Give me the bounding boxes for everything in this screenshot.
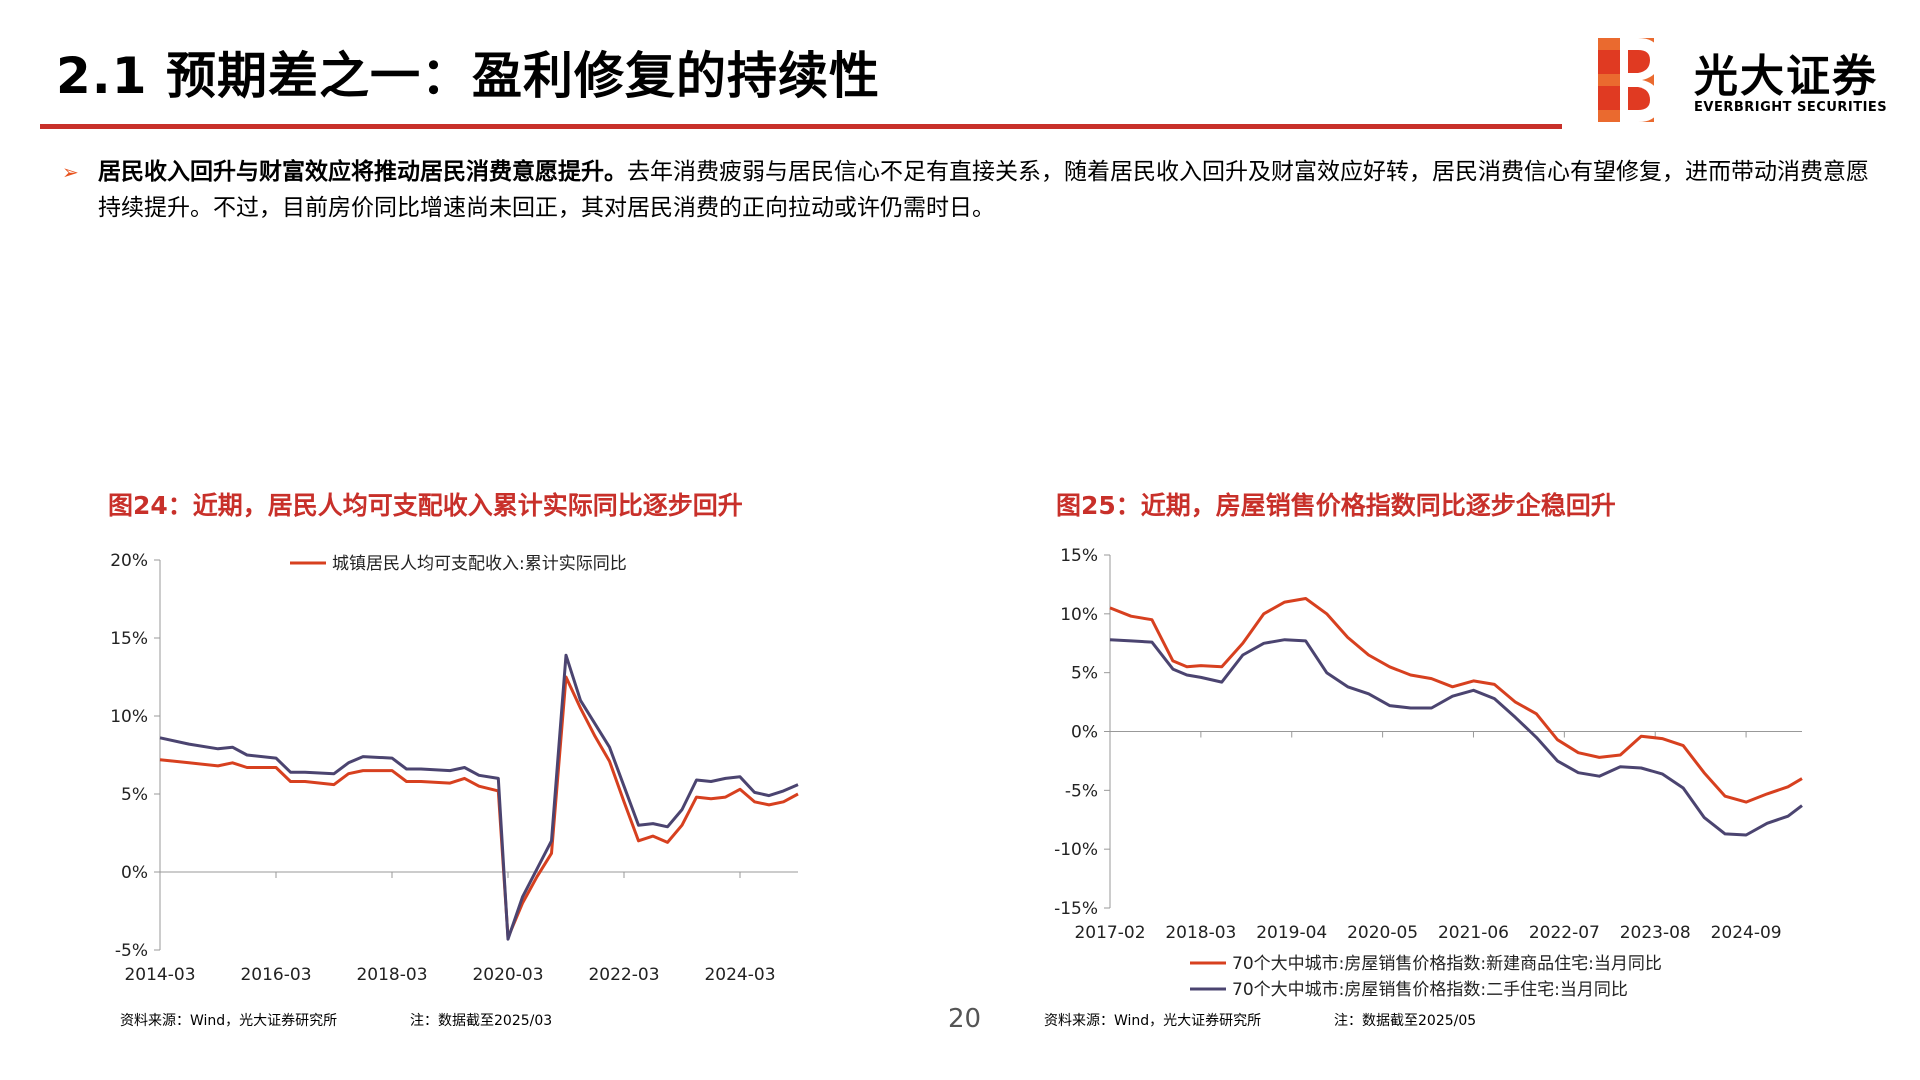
x-tick-label: 2023-08	[1620, 923, 1691, 943]
y-tick-label: -5%	[115, 941, 148, 961]
page-number: 20	[948, 1004, 982, 1034]
y-tick-label: 5%	[121, 785, 148, 805]
y-tick-label: 10%	[110, 707, 148, 727]
bullet-body: 居民收入回升与财富效应将推动居民消费意愿提升。去年消费疲弱与居民信心不足有直接关…	[98, 154, 1882, 226]
chart-2-title: 图25：近期，房屋销售价格指数同比逐步企稳回升	[1056, 491, 1616, 520]
x-tick-label: 2022-03	[588, 965, 659, 985]
series-line-2	[1109, 638, 1803, 837]
x-tick-label: 2024-09	[1711, 923, 1782, 943]
y-tick-label: 10%	[1060, 605, 1098, 625]
x-tick-label: 2017-02	[1074, 923, 1145, 943]
chart-1: 20% 15% 10% 5% 0% -5% 2014-03 2016-03 2018-03 202…	[110, 551, 799, 985]
x-tick-label: 2016-03	[240, 965, 311, 985]
legend-label-1: 70个大中城市:房屋销售价格指数:新建商品住宅:当月同比	[1232, 954, 1662, 974]
y-tick-label: -15%	[1054, 899, 1098, 919]
brand-logo: 光大证券 EVERBRIGHT SECURITIES	[1598, 36, 1898, 126]
x-tick-label: 2018-03	[1165, 923, 1236, 943]
y-tick-label: 0%	[121, 863, 148, 883]
series-line-1	[159, 675, 799, 939]
everbright-logo-icon	[1598, 38, 1660, 122]
y-tick-label: -10%	[1054, 840, 1098, 860]
y-tick-label: 15%	[1060, 546, 1098, 566]
series-line-2	[159, 653, 799, 941]
legend-label-1: 城镇居民人均可支配收入:累计实际同比	[332, 554, 627, 574]
bullet-text: 去年消费疲弱与居民信心不足有直接关系，随着居民收入回升及财富效应好转，居民消费信…	[98, 159, 1869, 221]
y-tick-label: 15%	[110, 629, 148, 649]
x-tick-label: 2021-06	[1438, 923, 1509, 943]
bullet-bold-text: 居民收入回升与财富效应将推动居民消费意愿提升。	[98, 159, 627, 185]
y-tick-label: 0%	[1071, 723, 1098, 743]
x-tick-label: 2020-03	[472, 965, 543, 985]
y-tick-label: 20%	[110, 551, 148, 571]
bullet-arrow-icon: ➢	[62, 160, 79, 184]
x-tick-label: 2014-03	[124, 965, 195, 985]
chart-2: 15% 10% 5% 0% -5% -10% -15% 2017-02 2018-03 2019-…	[1054, 546, 1803, 1000]
legend-label-2: 70个大中城市:房屋销售价格指数:二手住宅:当月同比	[1232, 980, 1628, 1000]
y-tick-label: -5%	[1065, 781, 1098, 801]
chart-1-source: 资料来源：Wind，光大证券研究所	[120, 1013, 338, 1029]
chart-1-note: 注：数据截至2025/03	[410, 1013, 553, 1029]
chart-2-note: 注：数据截至2025/05	[1334, 1013, 1477, 1029]
logo-text-en: EVERBRIGHT SECURITIES	[1694, 100, 1888, 115]
x-tick-label: 2018-03	[356, 965, 427, 985]
x-tick-label: 2019-04	[1256, 923, 1327, 943]
chart-2-source: 资料来源：Wind，光大证券研究所	[1044, 1013, 1262, 1029]
logo-text-cn: 光大证券	[1694, 51, 1878, 102]
title-divider	[40, 124, 1562, 129]
x-tick-label: 2020-05	[1347, 923, 1418, 943]
x-tick-label: 2024-03	[704, 965, 775, 985]
x-tick-label: 2022-07	[1529, 923, 1600, 943]
y-tick-label: 5%	[1071, 664, 1098, 684]
bullet-paragraph: ➢ 居民收入回升与财富效应将推动居民消费意愿提升。去年消费疲弱与居民信心不足有直…	[62, 154, 1882, 226]
chart-1-title: 图24：近期，居民人均可支配收入累计实际同比逐步回升	[108, 491, 743, 520]
page-title: 2.1 预期差之一：盈利修复的持续性	[56, 47, 880, 105]
series-line-1	[1109, 597, 1803, 804]
